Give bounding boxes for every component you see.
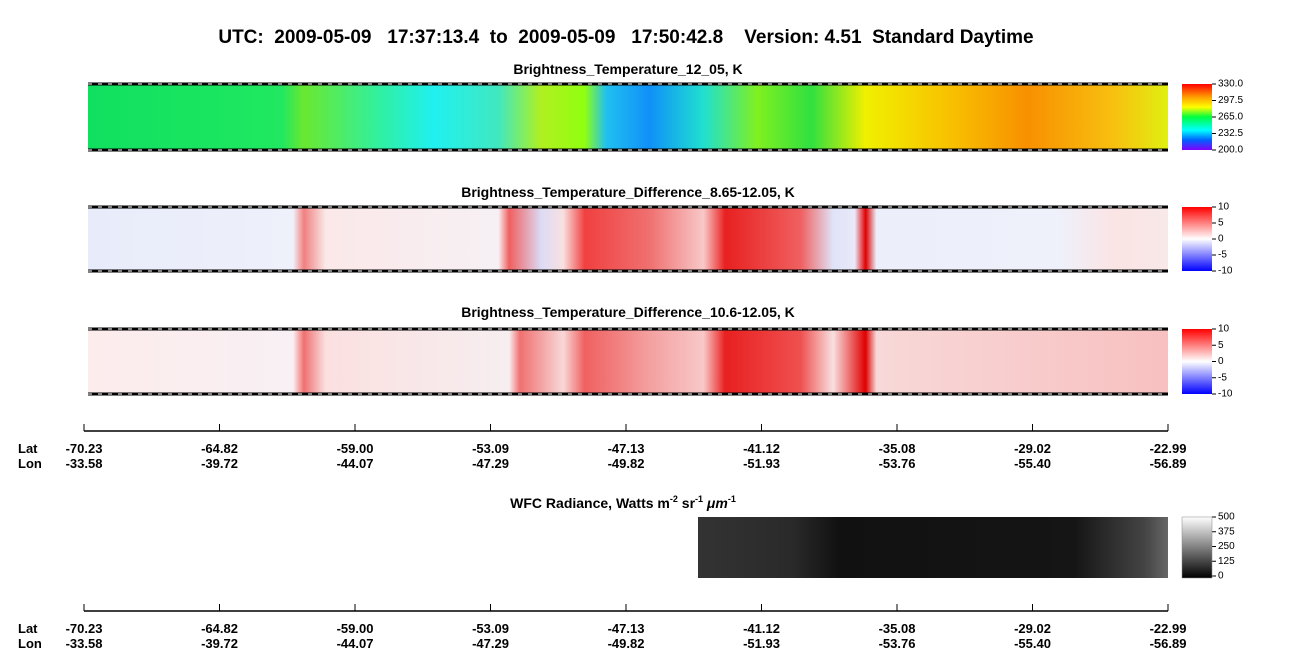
lat-label: -29.02: [1014, 621, 1051, 636]
colorbar-label: 330.0: [1218, 79, 1243, 90]
lon-label: -39.72: [201, 636, 238, 651]
colorbar-label: 232.5: [1218, 128, 1243, 139]
colorbar-label: 500: [1218, 512, 1235, 523]
colorbar-label: 125: [1218, 556, 1235, 567]
lat-label: -22.99: [1150, 441, 1187, 456]
lon-label: -49.82: [608, 456, 645, 471]
wfc-title-part: μm: [703, 495, 728, 511]
wfc-title-part: sr: [678, 495, 696, 511]
row-label: Lat: [18, 441, 38, 456]
lon-label: -33.58: [66, 636, 103, 651]
lat-label: -47.13: [608, 621, 645, 636]
lat-label: -70.23: [66, 621, 103, 636]
lon-label: -47.29: [472, 456, 509, 471]
lat-label: -53.09: [472, 441, 509, 456]
lon-label: -39.72: [201, 456, 238, 471]
lat-label: -41.12: [743, 441, 780, 456]
colorbar-label: 0: [1218, 234, 1224, 245]
lon-label: -47.29: [472, 636, 509, 651]
wfc-image: [698, 517, 1168, 578]
lon-label: -44.07: [337, 636, 374, 651]
lat-label: -70.23: [66, 441, 103, 456]
colorbar-label: -5: [1218, 372, 1227, 383]
row-label: Lat: [18, 621, 38, 636]
lat-label: -29.02: [1014, 441, 1051, 456]
lon-label: -55.40: [1014, 636, 1051, 651]
axes: LatLon-70.23-33.58-64.82-39.72-59.00-44.…: [18, 424, 1186, 651]
colorbar-label: 375: [1218, 526, 1235, 537]
colorbar-label: 10: [1218, 202, 1230, 213]
lon-label: -49.82: [608, 636, 645, 651]
colorbar-label: 5: [1218, 218, 1224, 229]
colorbar: [1182, 329, 1212, 394]
wfc-title-part: WFC Radiance, Watts m: [510, 495, 670, 511]
wfc-title: WFC Radiance, Watts m-2 sr-1 μm-1: [510, 494, 736, 511]
colorbar-label: -10: [1218, 266, 1233, 277]
lat-label: -35.08: [879, 621, 916, 636]
panel-title: Brightness_Temperature_12_05, K: [513, 61, 742, 77]
lat-label: -59.00: [337, 621, 374, 636]
lon-label: -53.76: [879, 456, 916, 471]
row-label: Lon: [18, 636, 42, 651]
row-label: Lon: [18, 456, 42, 471]
lon-label: -33.58: [66, 456, 103, 471]
colorbar-label: 0: [1218, 356, 1224, 367]
panel-image: [88, 207, 1168, 271]
lat-label: -41.12: [743, 621, 780, 636]
lon-label: -51.93: [743, 636, 780, 651]
colorbar-label: 10: [1218, 324, 1230, 335]
panel-image: [88, 84, 1168, 150]
wfc-title-sup: -1: [728, 494, 736, 504]
lon-label: -53.76: [879, 636, 916, 651]
lat-label: -59.00: [337, 441, 374, 456]
lat-label: -64.82: [201, 441, 238, 456]
lon-label: -55.40: [1014, 456, 1051, 471]
lon-label: -56.89: [1150, 456, 1187, 471]
colorbar: [1182, 207, 1212, 271]
colorbar-label: -10: [1218, 389, 1233, 400]
lat-label: -64.82: [201, 621, 238, 636]
lat-label: -47.13: [608, 441, 645, 456]
panel-title: Brightness_Temperature_Difference_8.65-1…: [461, 184, 795, 200]
colorbar-label: 5: [1218, 340, 1224, 351]
wfc-title-sup: -2: [670, 494, 678, 504]
colorbar: [1182, 84, 1212, 150]
lat-label: -22.99: [1150, 621, 1187, 636]
panels: Brightness_Temperature_12_05, K 330.0 297.…: [88, 61, 1243, 582]
lon-label: -56.89: [1150, 636, 1187, 651]
colorbar-label: 0: [1218, 571, 1224, 582]
colorbar-label: 265.0: [1218, 112, 1243, 123]
lat-label: -53.09: [472, 621, 509, 636]
lon-label: -44.07: [337, 456, 374, 471]
lon-label: -51.93: [743, 456, 780, 471]
colorbar-label: 297.5: [1218, 95, 1243, 106]
title: UTC: 2009-05-09 17:37:13.4 to 2009-05-09…: [218, 27, 1033, 48]
panel-image: [88, 329, 1168, 394]
wfc-colorbar: [1181, 516, 1213, 579]
colorbar-label: -5: [1218, 250, 1227, 261]
colorbar-label: 250: [1218, 541, 1235, 552]
lat-label: -35.08: [879, 441, 916, 456]
colorbar-label: 200.0: [1218, 145, 1243, 156]
wfc-title-sup: -1: [695, 494, 703, 504]
panel-title: Brightness_Temperature_Difference_10.6-1…: [461, 304, 795, 320]
